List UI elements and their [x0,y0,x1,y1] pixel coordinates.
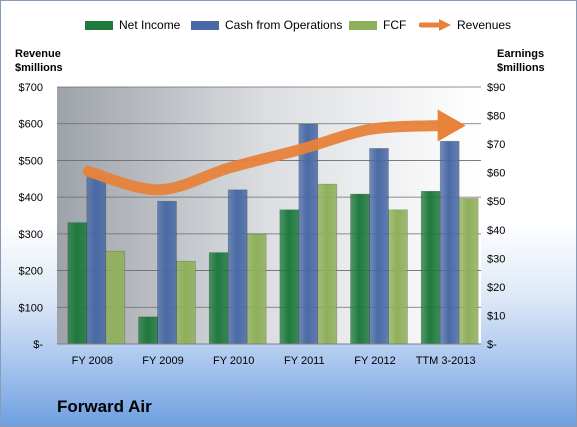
bar-net-income-fy-2008 [67,222,88,345]
legend-label-revenues: Revenues [457,18,512,32]
legend-item-net-income: Net Income [85,15,180,35]
bar-net-income-fy-2012 [350,193,370,345]
right-axis-title: Earnings $millions [497,47,545,75]
right-axis-tick-label: $70 [487,139,505,151]
right-axis-tick-label: $20 [487,282,505,294]
bar-fcf-ttm-3-2013 [458,198,479,345]
x-axis-tick-label: TTM 3-2013 [416,355,476,367]
bar-cash-from-operations-fy-2011 [298,123,319,345]
left-axis-tick-label: $400 [19,192,43,204]
right-axis-tick-label: $90 [487,82,505,94]
right-axis-tick-label: $60 [487,168,505,180]
legend-swatch-fcf [349,20,377,30]
bar-fcf-fy-2010 [246,233,267,345]
right-axis-tick-label: $40 [487,225,505,237]
left-axis-tick-label: $200 [19,266,43,278]
left-axis-title: Revenue $millions [15,47,63,75]
x-axis-tick-label: FY 2012 [354,355,395,367]
legend-item-cash-from-operations: Cash from Operations [191,15,342,35]
bar-cash-from-operations-fy-2012 [369,148,389,345]
right-axis-tick-label: $- [487,339,497,351]
bar-net-income-fy-2010 [208,252,229,345]
bar-cash-from-operations-ttm-3-2013 [439,140,460,345]
right-axis-tick-label: $10 [487,310,505,322]
bar-cash-from-operations-fy-2010 [227,189,248,345]
x-axis-tick-label: FY 2009 [142,355,183,367]
left-axis-tick-label: $300 [19,229,43,241]
legend-label-net-income: Net Income [119,18,181,32]
line-arrowhead-revenues [437,109,466,142]
legend-label-cash-from-operations: Cash from Operations [225,18,343,32]
right-axis-title-line1: Earnings [497,48,545,60]
legend-swatch-net-income [85,20,113,30]
left-axis-title-line1: Revenue [15,48,61,60]
legend-arrow-icon [419,19,451,31]
right-axis-tick-label: $50 [487,196,505,208]
chart-title: Forward Air [57,397,152,416]
legend-item-revenues: Revenues [419,15,511,35]
left-axis-tick-label: $700 [19,82,43,94]
legend-swatch-cash-from-operations [191,20,219,30]
bar-net-income-fy-2011 [279,209,300,345]
line-revenues [82,120,448,196]
bar-cash-from-operations-fy-2009 [157,200,177,345]
left-axis-tick-label: $100 [19,302,43,314]
left-axis-title-line2: $millions [15,62,63,74]
bar-fcf-fy-2012 [388,209,408,345]
legend-item-fcf: FCF [349,15,406,35]
left-axis-tick-label: $- [33,339,43,351]
x-axis-tick-label: FY 2010 [213,355,254,367]
bar-fcf-fy-2009 [176,260,196,345]
left-axis-tick-label: $600 [19,119,43,131]
bar-cash-from-operations-fy-2008 [86,175,107,345]
right-axis-tick-label: $30 [487,253,505,265]
chart-legend: Net Income Cash from Operations FCF Reve… [1,15,577,35]
bar-fcf-fy-2008 [105,250,126,345]
x-axis-tick-label: FY 2011 [284,355,325,367]
right-axis-title-line2: $millions [497,62,545,74]
bar-net-income-ttm-3-2013 [420,190,441,345]
right-axis-tick-label: $80 [487,111,505,123]
bar-fcf-fy-2011 [317,183,338,345]
legend-label-fcf: FCF [383,18,407,32]
bar-net-income-fy-2009 [138,316,158,345]
x-axis-tick-label: FY 2008 [72,355,113,367]
left-axis-tick-label: $500 [19,155,43,167]
